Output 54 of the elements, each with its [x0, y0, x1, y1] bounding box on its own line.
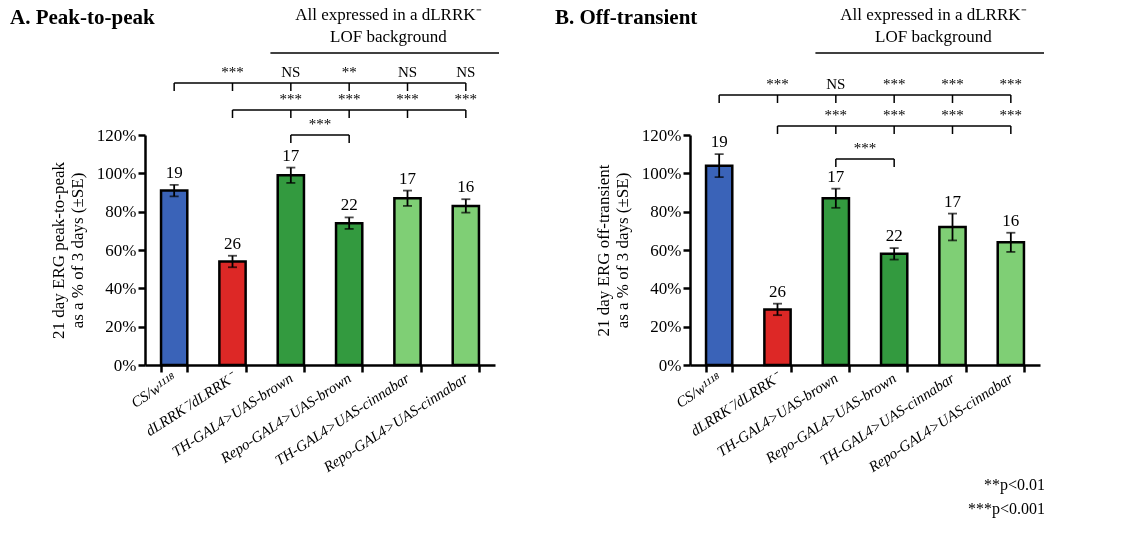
- text: ***: [882, 107, 906, 123]
- annotation: 17: [399, 168, 417, 188]
- text: ***: [941, 76, 964, 92]
- text: **p<0.01: [983, 476, 1045, 494]
- y-tick-label: 120%: [641, 125, 682, 145]
- y-tick-label: 120%: [96, 125, 137, 145]
- text: All expressed in a dLRRK⁻ LOF background: [840, 5, 1027, 46]
- annotation: 26: [769, 281, 786, 301]
- text: ***: [882, 76, 906, 92]
- y-axis-title: 21 day ERG peak-to-peak as a % of 3 days (±SE): [48, 161, 87, 340]
- y-tick-label: 80%: [105, 202, 137, 222]
- y-tick-label: 40%: [105, 278, 137, 298]
- y-tick-label: 40%: [650, 278, 682, 298]
- chart-title: A. Peak-to-peak: [10, 5, 155, 29]
- text: NS: [826, 76, 846, 92]
- text: ***: [766, 76, 789, 92]
- annotation: 26: [224, 233, 241, 253]
- annotation: 19: [165, 162, 183, 182]
- y-tick-label: 0%: [113, 355, 137, 375]
- text: ***: [221, 64, 244, 80]
- annotation: 22: [885, 226, 903, 246]
- annotation: 17: [282, 145, 300, 165]
- text: ***: [941, 107, 964, 123]
- text: ***: [824, 107, 848, 123]
- annotation: 16: [1002, 210, 1020, 230]
- annotation: 17: [944, 191, 962, 211]
- text: NS: [397, 64, 418, 80]
- text: ***: [396, 91, 419, 107]
- text: ***: [308, 116, 332, 132]
- annotation: 22: [340, 195, 358, 215]
- y-tick-label: 100%: [96, 163, 137, 183]
- y-tick-label: 20%: [650, 317, 682, 337]
- y-tick-label: 20%: [105, 317, 137, 337]
- text: All expressed in a dLRRK⁻ LOF background: [295, 5, 482, 46]
- y-axis-title: 21 day ERG off-transient as a % of 3 days (±SE): [593, 164, 632, 337]
- text: ***: [454, 91, 478, 107]
- text: NS: [456, 64, 476, 80]
- text: ***: [999, 76, 1023, 92]
- text: ***: [337, 91, 361, 107]
- y-tick-label: 80%: [650, 202, 682, 222]
- y-tick-label: 100%: [641, 163, 682, 183]
- y-tick-label: 60%: [105, 240, 137, 260]
- annotation: 17: [827, 166, 845, 186]
- y-tick-label: 60%: [650, 240, 682, 260]
- annotation: 16: [457, 177, 475, 197]
- text: **: [341, 64, 357, 80]
- y-tick-label: 0%: [658, 355, 682, 375]
- annotation: ***: [853, 140, 877, 156]
- text: ***p<0.001: [967, 500, 1045, 518]
- text: ***: [279, 91, 303, 107]
- text: NS: [281, 64, 301, 80]
- annotation: 19: [710, 132, 728, 152]
- text: ***: [999, 107, 1023, 123]
- chart-title: B. Off-transient: [555, 5, 698, 29]
